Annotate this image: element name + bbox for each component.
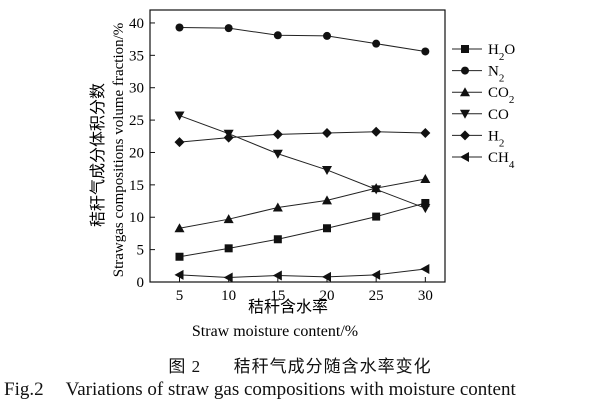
data-point: [420, 128, 431, 139]
data-point: [421, 47, 430, 56]
y-tick-label: 40: [129, 16, 144, 32]
y-tick-label: 10: [129, 210, 144, 226]
data-point: [322, 128, 332, 139]
legend-label: H2: [488, 128, 504, 149]
y-tick-label: 35: [129, 48, 144, 64]
y-tick-label: 20: [129, 145, 144, 161]
series-line: [179, 115, 426, 209]
figure-caption-cn: 图 2 秸秆气成分随含水率变化: [0, 352, 600, 377]
data-point: [322, 165, 332, 175]
data-point: [372, 39, 381, 48]
x-tick-label: 15: [270, 288, 285, 304]
series-0: [175, 198, 430, 261]
data-point: [223, 132, 234, 143]
data-point: [372, 212, 381, 221]
data-point: [323, 31, 331, 40]
x-tick-label: 5: [176, 288, 184, 304]
x-tick-label: 10: [221, 288, 236, 304]
plot-frame: [149, 9, 446, 283]
legend-item: CO: [452, 107, 509, 123]
chart-axes: 0 5 10 15 20 25 30 35 40 5 10 15 20 25 30: [129, 9, 446, 304]
data-point: [420, 204, 431, 214]
data-point: [224, 244, 233, 253]
series-line: [179, 202, 426, 258]
data-point: [421, 198, 430, 207]
x-tick-label: 25: [369, 288, 384, 304]
data-point: [371, 126, 382, 137]
data-point: [371, 269, 381, 280]
data-point: [322, 271, 331, 282]
y-tick-label: 25: [129, 113, 144, 129]
data-point: [272, 129, 283, 140]
data-point: [223, 214, 234, 224]
caption-en-figure-number: Fig.2: [4, 379, 44, 400]
data-point: [224, 24, 233, 33]
data-point: [371, 185, 382, 195]
y-axis-label-en: Strawgas compositions volume fraction/%: [111, 23, 127, 278]
x-axis-label-cn: 秸秆含水率: [248, 297, 328, 316]
data-point: [273, 235, 282, 244]
data-point: [420, 174, 431, 184]
caption-cn-figure-number: 图 2: [168, 357, 202, 376]
series-line: [179, 268, 426, 278]
figure-caption-en: Fig.2 Variations of straw gas composition…: [4, 379, 516, 401]
legend-item: H2O: [452, 42, 515, 63]
legend-item: CO2: [452, 85, 514, 106]
y-tick-label: 15: [129, 178, 144, 194]
legend-marker: [461, 66, 469, 75]
x-tick-label: 20: [320, 288, 335, 304]
legend-marker: [460, 130, 470, 141]
legend-marker: [460, 109, 470, 119]
series-line: [179, 26, 426, 52]
data-point: [174, 137, 185, 148]
data-point: [223, 272, 233, 283]
data-point: [174, 269, 184, 280]
x-tick-label: 30: [418, 288, 433, 304]
y-tick-label: 30: [129, 81, 144, 97]
data-point: [323, 224, 331, 233]
series-line: [179, 131, 426, 143]
legend-label: CO: [488, 107, 509, 123]
legend-marker: [460, 152, 469, 162]
caption-cn-text: 秸秆气成分随含水率变化: [233, 357, 432, 376]
legend-label: CO2: [488, 85, 514, 106]
data-point: [175, 252, 184, 261]
data-point: [420, 264, 430, 275]
series-line: [179, 178, 426, 229]
x-axis-label-en: Straw moisture content/%: [192, 323, 358, 340]
series-1: [175, 23, 430, 56]
legend-item: CH4: [452, 150, 515, 171]
legend-marker: [461, 45, 469, 53]
legend-label: CH4: [488, 150, 515, 171]
series-4: [174, 126, 431, 148]
series-3: [174, 111, 431, 214]
legend-item: H2: [452, 128, 504, 149]
data-point: [174, 111, 185, 121]
legend-label: H2O: [488, 42, 515, 63]
data-point: [272, 202, 283, 212]
chart-series: [174, 23, 431, 283]
legend-marker: [460, 87, 470, 97]
y-tick-label: 0: [137, 275, 145, 291]
axis-labels: 秸秆含水率 Straw moisture content/% 秸秆气成分体积分数…: [88, 23, 358, 340]
data-point: [272, 270, 282, 281]
data-point: [273, 31, 282, 40]
legend-item: N2: [452, 64, 504, 85]
legend-label: N2: [488, 64, 504, 85]
y-tick-label: 5: [137, 243, 145, 259]
data-point: [322, 195, 332, 205]
caption-en-text: Variations of straw gas compositions wit…: [65, 379, 516, 400]
data-point: [175, 23, 184, 32]
data-point: [174, 223, 185, 233]
y-axis-label-cn: 秸秆气成分体积分数: [88, 83, 107, 227]
series-2: [174, 174, 431, 233]
series-5: [174, 264, 430, 283]
data-point: [272, 149, 283, 159]
